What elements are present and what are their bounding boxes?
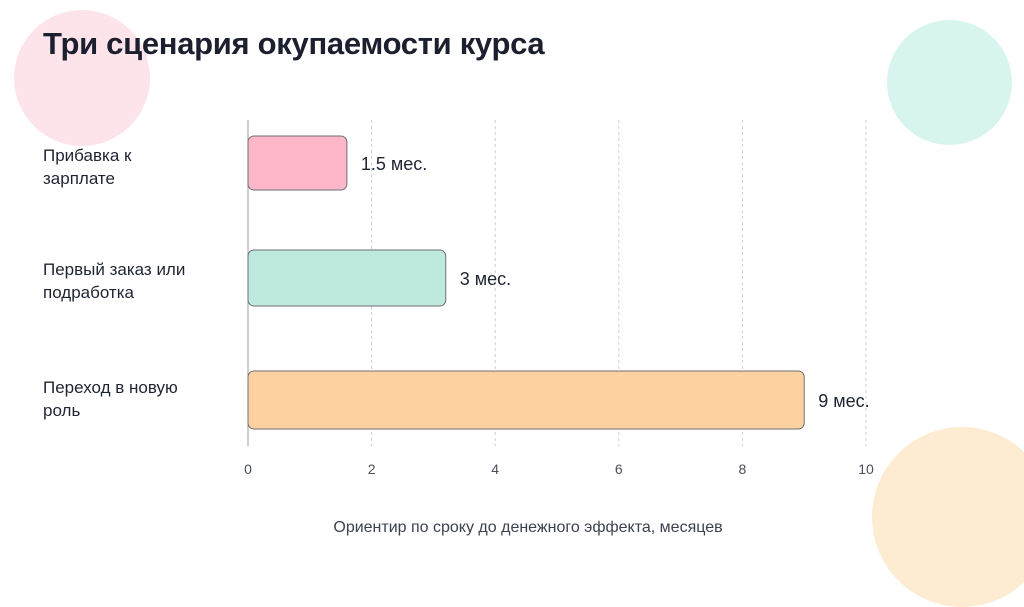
x-tick-label: 0	[244, 461, 252, 477]
bar	[247, 370, 805, 430]
decorative-circle-pink	[14, 10, 150, 146]
category-label-new-role: Переход в новую роль	[43, 376, 223, 422]
x-tick-label: 8	[739, 461, 747, 477]
bar	[247, 249, 447, 307]
bar-value-label: 9 мес.	[818, 391, 869, 411]
bar-value-label: 1.5 мес.	[361, 154, 427, 174]
category-label-line: подработка	[43, 283, 134, 302]
category-label-line: Первый заказ или	[43, 260, 186, 279]
bar-value-label: 3 мес.	[460, 269, 511, 289]
category-label-salary-raise: Прибавка к зарплате	[43, 144, 223, 190]
x-tick-label: 4	[491, 461, 499, 477]
bar-chart: 0 2 4 6 8 10 1.5 мес. 3 мес. 9 мес.	[244, 120, 874, 477]
x-axis-title: Ориентир по сроку до денежного эффекта, …	[333, 519, 723, 536]
chart-title: Три сценария окупаемости курса	[43, 26, 545, 61]
bar	[247, 135, 348, 191]
x-tick-label: 10	[858, 461, 874, 477]
category-label-line: Прибавка к	[43, 146, 132, 165]
category-label-first-order: Первый заказ или подработка	[43, 258, 223, 304]
category-label-line: роль	[43, 401, 81, 420]
x-tick-label: 2	[368, 461, 376, 477]
category-label-line: зарплате	[43, 169, 115, 188]
category-label-line: Переход в новую	[43, 378, 178, 397]
decorative-circle-mint	[887, 20, 1012, 145]
x-tick-label: 6	[615, 461, 623, 477]
